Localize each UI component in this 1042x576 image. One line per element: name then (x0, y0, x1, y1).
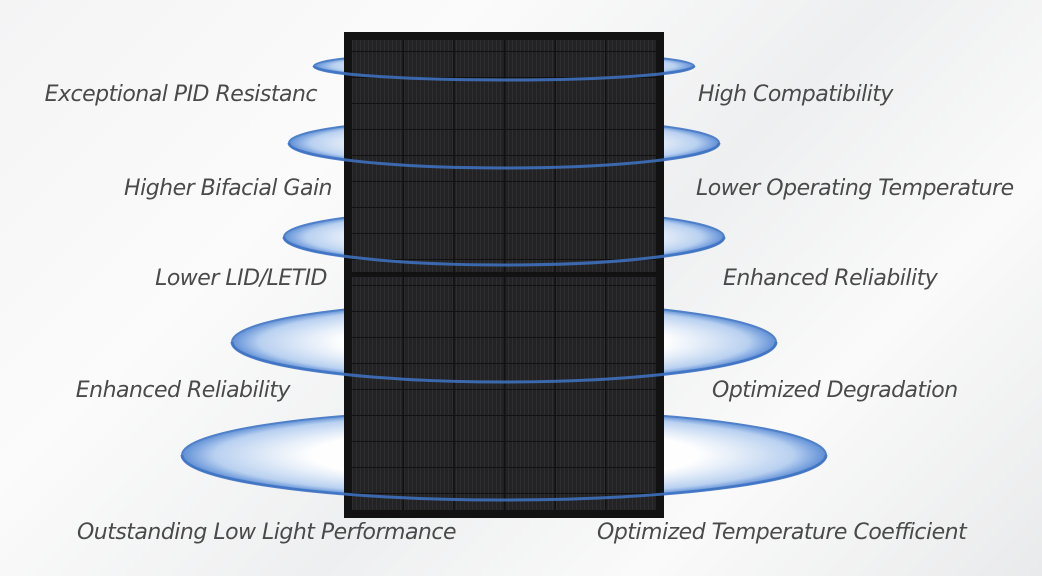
feature-label-right: Enhanced Reliability (723, 266, 938, 291)
panel-column-divider (605, 40, 607, 510)
feature-label-right: Optimized Temperature Coefficient (597, 520, 967, 545)
feature-label-left: Outstanding Low Light Performance (76, 520, 457, 545)
energy-ring-front-arc (230, 341, 778, 384)
panel-column-divider (554, 40, 556, 510)
feature-label-left: Enhanced Reliability (75, 378, 291, 403)
energy-ring-front-arc (312, 65, 696, 82)
feature-label-left: Lower LID/LETID (155, 266, 327, 291)
energy-ring-front-arc (287, 142, 721, 170)
energy-ring-front-arc (180, 454, 828, 502)
panel-column-divider (402, 40, 405, 510)
feature-label-right: Optimized Degradation (712, 378, 958, 403)
panel-column-divider (453, 40, 455, 510)
energy-ring-front-arc (282, 236, 726, 267)
feature-label-left: Exceptional PID Resistanc (44, 82, 318, 107)
feature-label-right: High Compatibility (698, 82, 893, 107)
feature-label-left: Higher Bifacial Gain (124, 176, 332, 201)
feature-label-right: Lower Operating Temperature (696, 176, 1014, 201)
panel-column-divider (503, 40, 506, 510)
